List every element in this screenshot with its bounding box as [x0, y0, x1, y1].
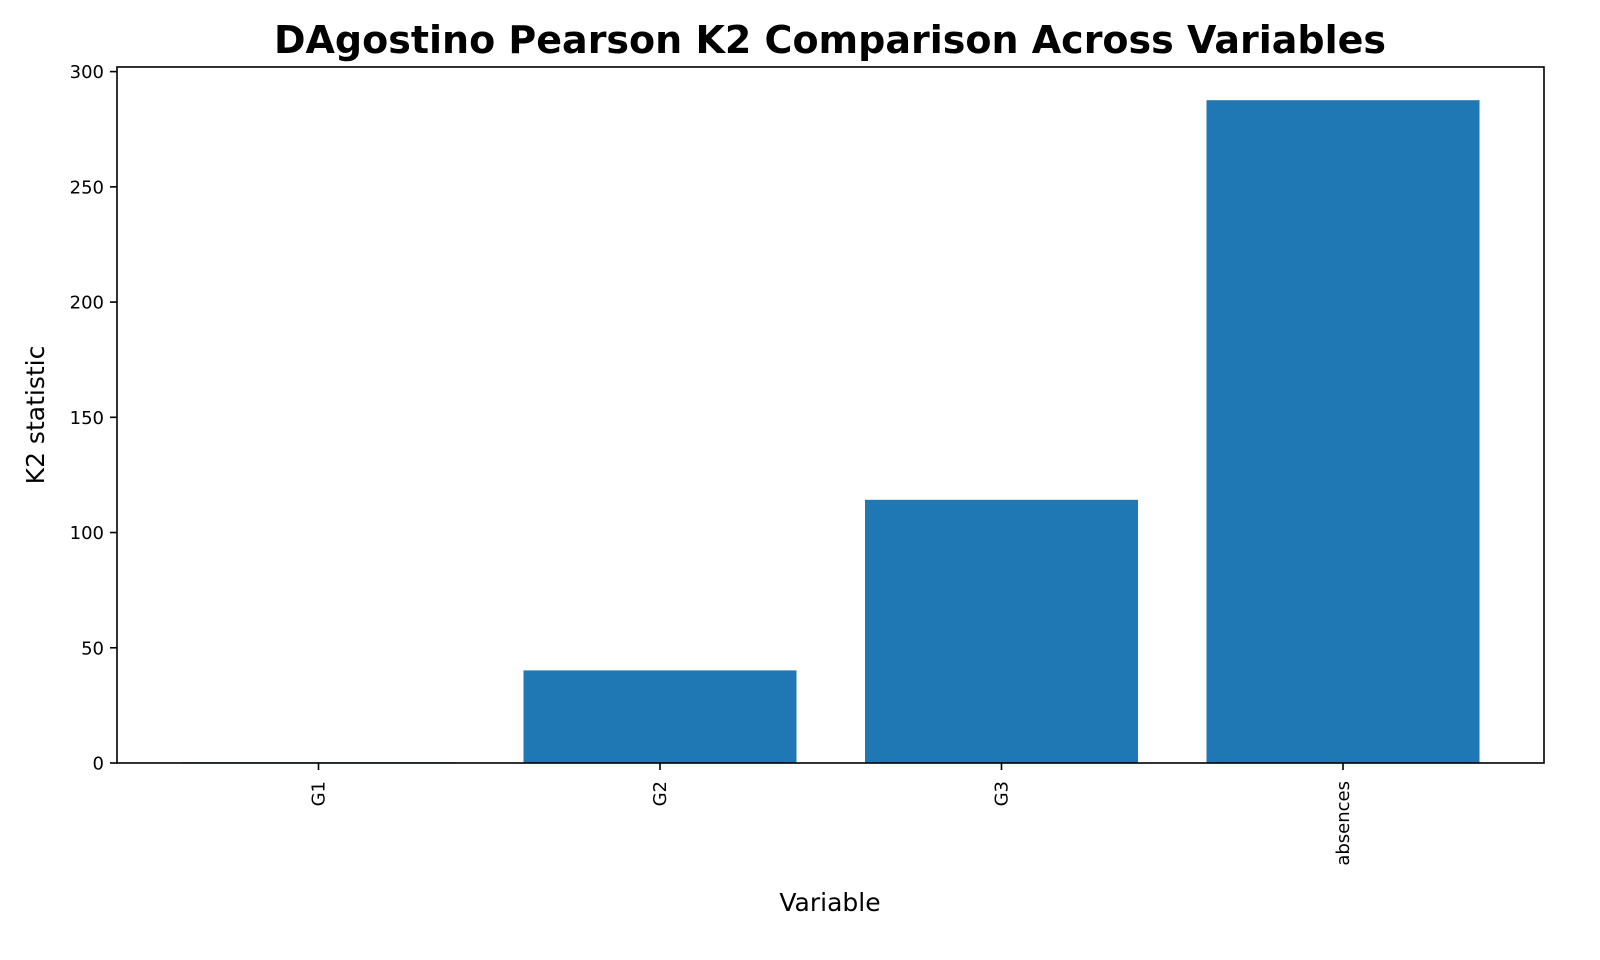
x-axis-label: Variable — [779, 888, 880, 917]
plot-frame — [116, 66, 1545, 764]
bars-group — [182, 100, 1480, 763]
x-tick-label: absences — [1333, 781, 1354, 866]
y-tick-label: 150 — [70, 408, 104, 429]
x-axis-ticks: G1 G2 G3 absences — [309, 763, 1354, 866]
y-tick-label: 300 — [70, 62, 104, 83]
x-tick-label: G3 — [992, 781, 1013, 806]
y-axis-label: K2 statistic — [21, 346, 50, 485]
x-tick-label: G1 — [309, 781, 330, 806]
bar-g2 — [523, 670, 797, 763]
x-tick-label: G2 — [650, 781, 671, 806]
y-tick-label: 50 — [81, 638, 104, 659]
chart-title: DAgostino Pearson K2 Comparison Across V… — [274, 18, 1386, 62]
bar-absences — [1206, 100, 1480, 763]
y-axis-ticks: 0 50 100 150 200 250 300 — [70, 62, 117, 775]
y-tick-label: 250 — [70, 177, 104, 198]
y-tick-label: 200 — [70, 293, 104, 314]
y-tick-label: 100 — [70, 523, 104, 544]
y-tick-label: 0 — [93, 754, 104, 775]
bar-g3 — [865, 499, 1138, 763]
